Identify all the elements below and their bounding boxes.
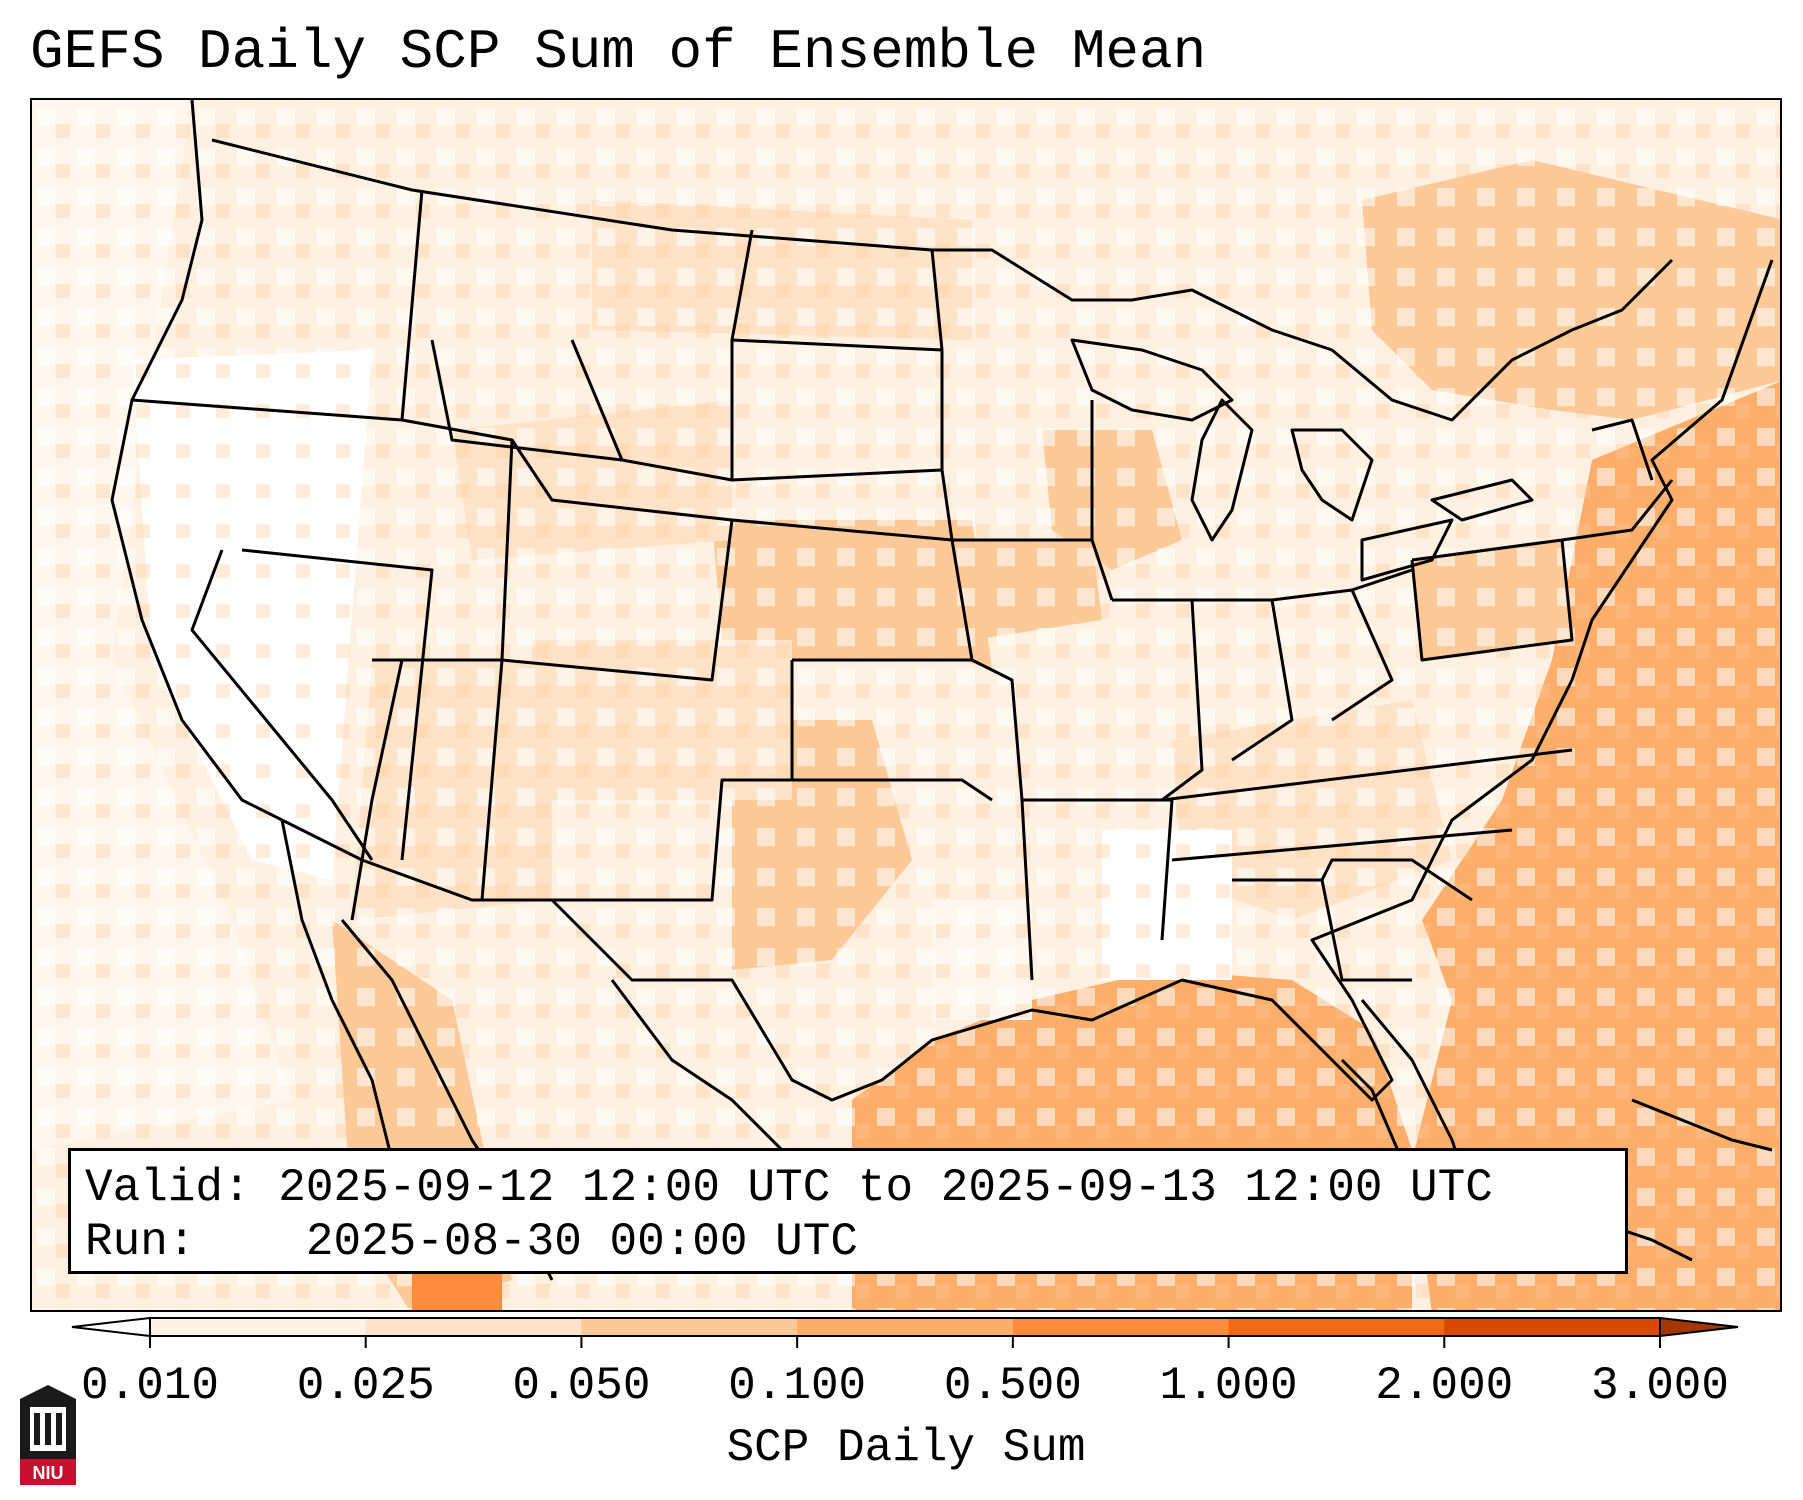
colorbar-tick-label: 2.000	[1375, 1360, 1514, 1412]
valid-label: Valid:	[85, 1162, 251, 1214]
valid-run-info-box: Valid: 2025-09-12 12:00 UTC to 2025-09-1…	[68, 1148, 1628, 1274]
colorbar-tick-label: 1.000	[1159, 1360, 1298, 1412]
map-panel	[30, 98, 1782, 1312]
run-value: 2025-08-30 00:00 UTC	[305, 1216, 858, 1268]
niu-logo-icon: NIU	[20, 1385, 76, 1485]
colorbar-tick-label: 0.500	[943, 1360, 1082, 1412]
colorbar-under-arrow	[71, 1316, 151, 1338]
run-row: Run: 2025-08-30 00:00 UTC	[85, 1215, 1611, 1269]
colorbar-tick-label: 3.000	[1590, 1360, 1730, 1412]
colorbar-segment	[797, 1318, 1014, 1336]
colorbar-tick-label: 0.025	[296, 1360, 435, 1412]
colorbar-segment	[150, 1318, 367, 1336]
colorbar-tick-label: 0.100	[728, 1360, 867, 1412]
colorbar-over-arrow	[1659, 1316, 1739, 1338]
colorbar-segment	[581, 1318, 798, 1336]
colorbar-tick-label: 0.010	[80, 1360, 220, 1412]
colorbar-segment	[1228, 1318, 1445, 1336]
valid-value: 2025-09-12 12:00 UTC to 2025-09-13 12:00…	[278, 1162, 1493, 1214]
niu-logo-text: NIU	[33, 1463, 64, 1483]
run-label: Run:	[85, 1216, 196, 1268]
colorbar-segment	[1012, 1318, 1230, 1336]
map-icon	[32, 100, 1780, 1310]
colorbar-label: SCP Daily Sum	[726, 1422, 1086, 1474]
page-title: GEFS Daily SCP Sum of Ensemble Mean	[30, 20, 1207, 84]
colorbar-segment	[1444, 1318, 1661, 1336]
valid-row: Valid: 2025-09-12 12:00 UTC to 2025-09-1…	[85, 1161, 1611, 1215]
colorbar-tick-label: 0.050	[512, 1360, 651, 1412]
colorbar-segment	[365, 1318, 582, 1336]
